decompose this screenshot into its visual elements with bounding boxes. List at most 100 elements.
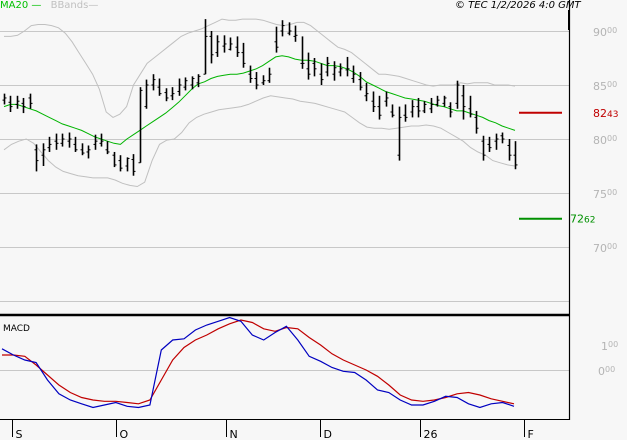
ohlc-bar: [338, 63, 343, 77]
price-tick-label: 8500: [593, 80, 617, 93]
ohlc-bar: [203, 19, 208, 75]
copyright-notice: © TEC 1/2/2026 4:0 GMT: [455, 0, 581, 11]
ohlc-bar: [312, 58, 317, 77]
x-tick-label: 26: [424, 428, 438, 440]
ohlc-bar: [93, 134, 98, 150]
ohlc-bar: [287, 22, 292, 36]
bbands-legend-swatch: —: [88, 0, 99, 11]
ohlc-bar: [105, 141, 110, 155]
ohlc-bar: [125, 157, 130, 172]
ohlc-bar: [138, 87, 143, 164]
ohlc-bar: [170, 87, 175, 101]
x-tick-label: O: [120, 428, 129, 440]
ohlc-bar: [345, 56, 350, 77]
tick-main: 70: [593, 242, 607, 255]
price-tick-label: 8000: [593, 134, 617, 147]
ohlc-bar: [254, 72, 259, 90]
ohlc-bar: [468, 95, 473, 118]
time-axis: S O N D 26 F: [12, 10, 569, 440]
ohlc-bar: [267, 67, 272, 83]
ohlc-bar: [60, 133, 65, 147]
ohlc-bar: [274, 26, 279, 53]
ohlc-bar: [410, 100, 415, 118]
ohlc-bar: [21, 97, 26, 114]
ohlc-bar: [351, 65, 356, 83]
tick-main: 90: [593, 26, 607, 39]
ohlc-bar: [241, 42, 246, 68]
ohlc-bar: [222, 35, 227, 53]
tick-sup: 00: [607, 134, 617, 143]
ohlc-bar: [377, 95, 382, 120]
ohlc-bar: [118, 155, 123, 172]
tick-sup: 00: [607, 188, 617, 197]
ohlc-bar: [487, 136, 492, 152]
resistance-label: 8243: [593, 107, 618, 120]
ohlc-bar: [164, 88, 169, 102]
ohlc-bar: [429, 97, 434, 114]
tick-sup: 00: [605, 365, 615, 374]
ohlc-bar: [416, 97, 421, 118]
ohlc-bar: [442, 95, 447, 107]
ohlc-bar: [177, 78, 182, 96]
tick-main: 1: [601, 340, 608, 353]
tick-sup: 00: [607, 242, 617, 251]
ohlc-bar: [358, 72, 363, 91]
ohlc-bar: [15, 95, 20, 109]
x-tick-label: D: [324, 428, 332, 440]
tick-main: 80: [593, 134, 607, 147]
ohlc-bar: [41, 143, 46, 166]
ohlc-bar: [280, 20, 285, 37]
bollinger-bands: [3, 18, 516, 188]
price-tick-label: 7000: [593, 242, 617, 255]
legend-ma20: MA20 —: [0, 0, 42, 11]
tick-sup: 00: [607, 26, 617, 35]
ohlc-bar: [8, 95, 13, 112]
ohlc-bar: [481, 135, 486, 161]
chart-legend: MA20 — BBands—: [0, 0, 98, 12]
ohlc-bar: [151, 74, 156, 91]
ohlc-bar: [183, 77, 188, 91]
support-label: 7262: [570, 213, 595, 226]
ohlc-bar: [157, 78, 162, 96]
ohlc-bar: [371, 91, 376, 112]
ohlc-bars: [2, 19, 518, 176]
ohlc-bar: [80, 143, 85, 156]
x-tick-label: S: [16, 428, 23, 440]
ohlc-bar: [86, 145, 91, 159]
ohlc-bar: [397, 106, 402, 161]
ohlc-bar: [47, 136, 52, 152]
ohlc-bar: [513, 141, 518, 170]
ohlc-bar: [507, 139, 512, 161]
ohlc-bar: [235, 36, 240, 57]
macd-line: [1, 316, 515, 409]
ohlc-bar: [332, 61, 337, 81]
ohlc-bar: [325, 56, 330, 77]
macd-tick-label: 100: [601, 340, 618, 353]
ohlc-bar: [99, 133, 104, 147]
tick-main: 75: [593, 188, 607, 201]
ohlc-bar: [300, 36, 305, 69]
ohlc-bar: [248, 65, 253, 83]
ohlc-bar: [422, 101, 427, 114]
level-sub: 43: [607, 110, 618, 120]
ohlc-bar: [215, 35, 220, 57]
ohlc-bar: [196, 74, 201, 88]
ohlc-bar: [67, 132, 72, 148]
price-tick-label: 7500: [593, 188, 617, 201]
ohlc-bar: [2, 93, 7, 105]
price-tick-label: 9000: [593, 26, 617, 39]
macd-tick-label: 000: [598, 365, 615, 378]
ohlc-bar: [306, 52, 311, 80]
ohlc-bar: [261, 75, 266, 85]
level-main: 72: [570, 213, 584, 226]
ohlc-bar: [364, 82, 369, 102]
tick-main: 0: [598, 365, 605, 378]
ohlc-bar: [494, 133, 499, 150]
tick-main: 85: [593, 80, 607, 93]
ohlc-bar: [34, 144, 39, 172]
ohlc-bar: [403, 104, 408, 122]
